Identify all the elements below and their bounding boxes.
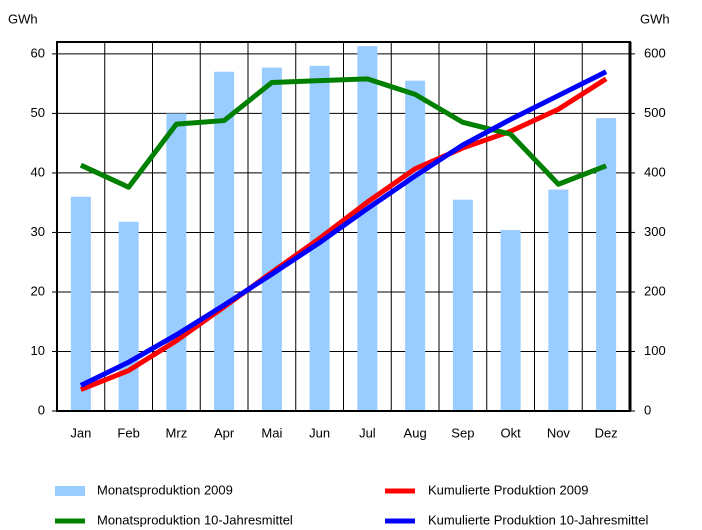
x-tick-label: Jan xyxy=(70,425,91,440)
x-tick-label: Jun xyxy=(309,425,330,440)
y2-tick-label: 400 xyxy=(644,164,666,179)
y2-tick-label: 300 xyxy=(644,224,666,239)
legend-label: Monatsproduktion 2009 xyxy=(97,482,233,497)
x-tick-label: Sep xyxy=(451,425,474,440)
y2-tick-label: 100 xyxy=(644,343,666,358)
legend-label: Monatsproduktion 10-Jahresmittel xyxy=(97,512,293,527)
line xyxy=(79,76,608,392)
bar xyxy=(548,189,569,411)
y-axis-label: GWh xyxy=(8,11,38,26)
bar xyxy=(500,230,521,411)
y-tick-label: 50 xyxy=(31,105,45,120)
x-tick-label: Okt xyxy=(501,425,522,440)
bar xyxy=(118,221,139,411)
line xyxy=(79,76,608,190)
y-tick-label: 0 xyxy=(38,402,45,417)
y-tick-label: 20 xyxy=(31,283,45,298)
y2-axis-label: GWh xyxy=(640,11,670,26)
bar xyxy=(70,196,91,411)
legend-swatch xyxy=(55,486,85,496)
y2-tick-label: 0 xyxy=(644,402,651,417)
bar xyxy=(452,199,473,411)
legend-label: Kumulierte Produktion 2009 xyxy=(428,482,588,497)
legend-label: Kumulierte Produktion 10-Jahresmittel xyxy=(428,512,648,527)
x-tick-label: Mai xyxy=(261,425,282,440)
bar xyxy=(596,118,617,411)
x-tick-label: Apr xyxy=(214,425,235,440)
y-tick-label: 40 xyxy=(31,164,45,179)
y-tick-label: 30 xyxy=(31,224,45,239)
y2-tick-label: 500 xyxy=(644,105,666,120)
bar xyxy=(166,113,187,411)
y-tick-label: 60 xyxy=(31,45,45,60)
x-tick-label: Nov xyxy=(547,425,571,440)
bar xyxy=(214,71,235,412)
bar xyxy=(261,67,282,412)
y-tick-label: 10 xyxy=(31,343,45,358)
x-tick-label: Feb xyxy=(117,425,139,440)
bar xyxy=(405,80,426,411)
y2-tick-label: 600 xyxy=(644,45,666,60)
line xyxy=(79,69,608,388)
bar xyxy=(357,46,378,411)
x-tick-label: Dez xyxy=(595,425,618,440)
x-tick-label: Jul xyxy=(359,425,376,440)
x-tick-label: Aug xyxy=(404,425,427,440)
y2-tick-label: 200 xyxy=(644,283,666,298)
x-tick-label: Mrz xyxy=(166,425,188,440)
